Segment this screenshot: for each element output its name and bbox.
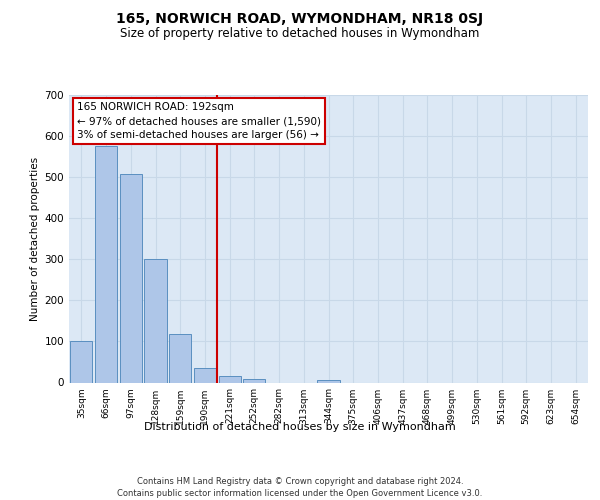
Bar: [145, 260, 167, 382]
Bar: [119, 174, 142, 382]
Text: 165 NORWICH ROAD: 192sqm
← 97% of detached houses are smaller (1,590)
3% of semi: 165 NORWICH ROAD: 192sqm ← 97% of detach…: [77, 102, 321, 140]
Text: Size of property relative to detached houses in Wymondham: Size of property relative to detached ho…: [121, 28, 479, 40]
Text: Distribution of detached houses by size in Wymondham: Distribution of detached houses by size …: [144, 422, 456, 432]
Y-axis label: Number of detached properties: Number of detached properties: [31, 156, 40, 321]
Bar: [169, 334, 191, 382]
Bar: [218, 376, 241, 382]
Text: Contains HM Land Registry data © Crown copyright and database right 2024.
Contai: Contains HM Land Registry data © Crown c…: [118, 476, 482, 498]
Bar: [95, 146, 117, 382]
Bar: [70, 342, 92, 382]
Bar: [194, 368, 216, 382]
Bar: [243, 379, 265, 382]
Text: 165, NORWICH ROAD, WYMONDHAM, NR18 0SJ: 165, NORWICH ROAD, WYMONDHAM, NR18 0SJ: [116, 12, 484, 26]
Bar: [317, 380, 340, 382]
